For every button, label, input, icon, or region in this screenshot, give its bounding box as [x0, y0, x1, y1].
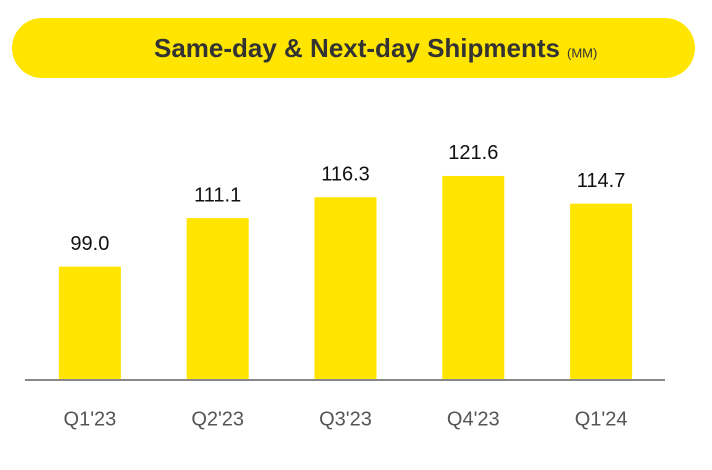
title-banner [12, 18, 695, 78]
bar [442, 175, 505, 379]
chart-unit: (MM) [567, 45, 597, 60]
bar [186, 218, 249, 379]
value-label: 116.3 [321, 164, 370, 186]
value-label: 99.0 [70, 233, 109, 255]
chart-title: Same-day & Next-day Shipments [154, 33, 560, 63]
x-tick-label: Q1'23 [64, 408, 117, 430]
x-tick-label: Q3'23 [319, 408, 372, 430]
bar [58, 266, 121, 379]
x-tick-label: Q1'24 [575, 408, 628, 430]
value-label: 111.1 [194, 184, 241, 206]
value-label: 114.7 [577, 170, 626, 192]
x-tick-label: Q2'23 [191, 408, 244, 430]
bar [570, 203, 633, 379]
x-tick-label: Q4'23 [447, 408, 500, 430]
value-label: 121.6 [448, 142, 498, 164]
bar [314, 197, 377, 379]
